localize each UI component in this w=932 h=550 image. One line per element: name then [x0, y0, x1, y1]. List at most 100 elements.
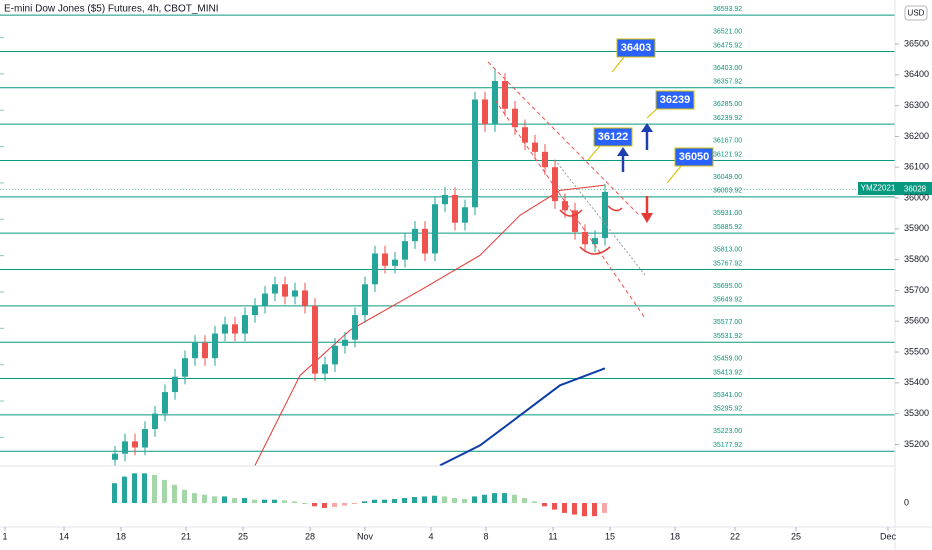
osc-bar	[562, 503, 567, 513]
last-price: 36028	[904, 185, 927, 194]
osc-bar	[142, 473, 147, 503]
candle-body	[252, 305, 258, 316]
level-label: 36521.00	[713, 28, 742, 35]
annotation-box	[674, 147, 714, 167]
level-label: 35295.92	[713, 406, 742, 413]
candle-body	[332, 345, 338, 365]
level-label: 35885.92	[713, 224, 742, 231]
osc-bar	[592, 503, 597, 517]
candle-body	[552, 167, 558, 202]
level-label: 35577.00	[713, 319, 742, 326]
osc-bar	[342, 503, 347, 506]
candle-body	[412, 228, 418, 242]
x-tick-label: 11	[548, 531, 557, 541]
level-label: 35767.92	[713, 260, 742, 267]
candle-body	[272, 284, 278, 294]
currency: USD	[908, 9, 925, 18]
candle-body	[202, 342, 208, 359]
moving-average	[439, 367, 606, 466]
y-tick-label: 35900	[904, 223, 929, 233]
annotation-label: 36050	[679, 151, 710, 163]
osc-bar	[252, 499, 257, 503]
candle-body	[282, 284, 288, 297]
x-tick-label: 4	[428, 531, 433, 541]
candle-body	[342, 339, 348, 346]
x-tick-label: 8	[483, 531, 488, 541]
osc-bar	[372, 499, 377, 503]
candle-body	[352, 315, 358, 340]
osc-bar	[182, 489, 187, 503]
osc-bar	[522, 498, 527, 503]
osc-bar	[222, 496, 227, 503]
osc-bar	[542, 503, 547, 507]
annotations: 36403 36239 36122 36050	[593, 38, 714, 167]
candle-body	[382, 253, 388, 266]
symbol: YMZ2021	[861, 184, 896, 193]
level-label: 36357.92	[713, 79, 742, 86]
level-label: 35531.92	[713, 333, 742, 340]
candle-body	[242, 315, 248, 334]
level-label: 36593.92	[713, 6, 742, 13]
osc-bar	[322, 503, 327, 508]
level-label: 35931.00	[713, 210, 742, 217]
y-tick-label: 35800	[904, 254, 929, 264]
candle-body	[512, 108, 518, 128]
x-tick-label: Nov	[357, 531, 374, 541]
y-tick-label: 35700	[904, 285, 929, 295]
symbol-tag	[858, 182, 898, 195]
candle-body	[402, 241, 408, 260]
osc-bar	[232, 498, 237, 503]
osc-bar	[512, 494, 517, 503]
osc-bar	[462, 499, 467, 503]
x-tick-label: 18	[670, 531, 680, 541]
x-tick-label: 21	[181, 531, 191, 541]
price-pane	[0, 14, 895, 466]
level-label: 35695.00	[713, 283, 742, 290]
currency-box	[904, 5, 928, 21]
level-label: 36475.92	[713, 42, 742, 49]
candle-body	[292, 290, 298, 297]
osc-bar	[292, 501, 297, 503]
candle-body	[142, 429, 148, 448]
level-label: 35341.00	[713, 392, 742, 399]
candle-body	[542, 151, 548, 168]
candle-body	[122, 441, 128, 454]
candle-body	[432, 204, 438, 254]
candle-body	[482, 99, 488, 125]
osc-bar	[172, 484, 177, 503]
osc-bar	[262, 499, 267, 503]
candle-body	[212, 333, 218, 359]
candle-body	[302, 290, 308, 306]
osc-bar	[312, 503, 317, 507]
x-tick-label: 15	[605, 531, 615, 541]
candle-body	[592, 238, 598, 245]
osc-bar	[502, 493, 507, 503]
osc-bar	[422, 496, 427, 503]
osc-bar	[602, 503, 607, 513]
curve	[579, 246, 611, 255]
candle-body	[152, 413, 158, 430]
osc-bar	[192, 493, 197, 503]
osc-bar	[112, 483, 117, 503]
curve	[607, 205, 623, 212]
y-tick-label: 35500	[904, 346, 929, 356]
arrow-head	[641, 123, 653, 132]
level-label: 35813.00	[713, 246, 742, 253]
y-tick-label: 36000	[904, 192, 929, 202]
osc-bar	[442, 496, 447, 503]
leader	[611, 55, 626, 73]
candle-body	[262, 293, 268, 306]
osc-bar	[352, 503, 357, 504]
osc-bar	[412, 497, 417, 503]
level-label: 35459.00	[713, 356, 742, 363]
osc-bar	[132, 473, 137, 503]
candle-body	[532, 142, 538, 152]
osc-bar	[272, 499, 277, 503]
candle-body	[392, 259, 398, 266]
arrow-head	[641, 213, 653, 223]
y-tick-label: 36100	[904, 162, 929, 172]
x-tick-label: 1	[2, 531, 7, 541]
osc-bar	[572, 503, 577, 515]
level-label: 35413.92	[713, 369, 742, 376]
leader	[666, 164, 683, 184]
